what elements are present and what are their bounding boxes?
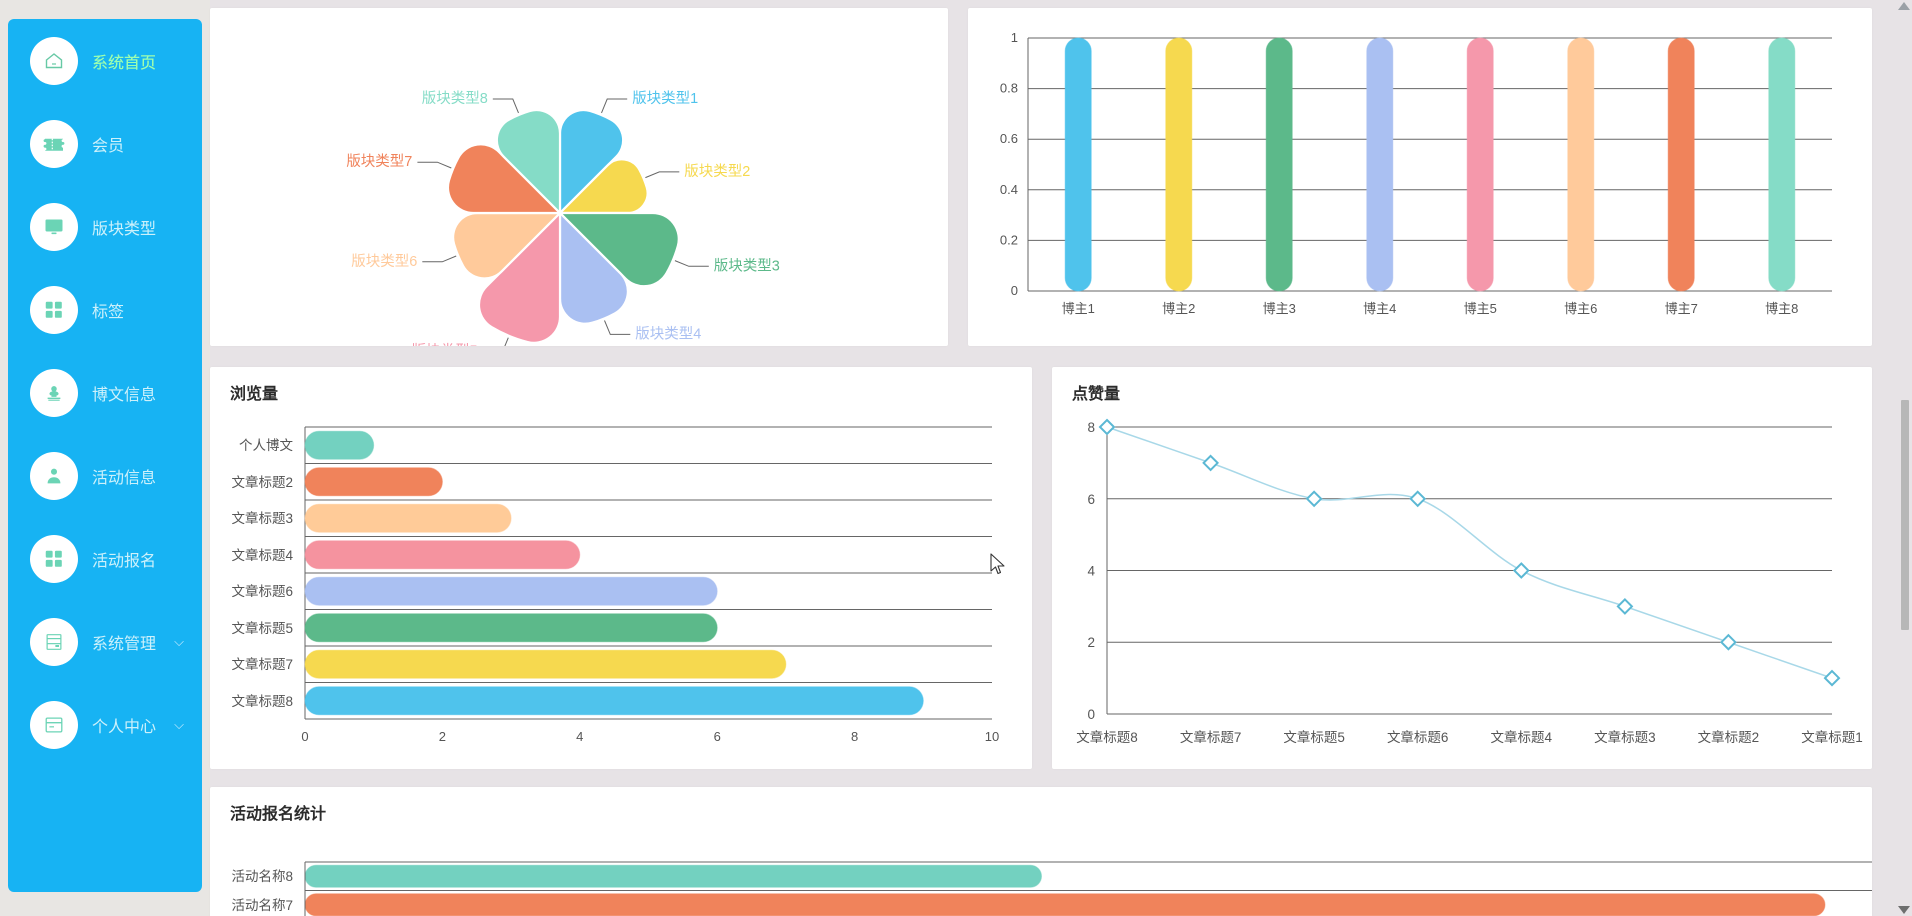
- svg-text:0: 0: [1011, 283, 1018, 298]
- svg-text:版块类型3: 版块类型3: [714, 257, 780, 274]
- svg-text:版块类型6: 版块类型6: [351, 253, 417, 270]
- svg-text:活动报名统计: 活动报名统计: [230, 804, 326, 823]
- svg-text:1: 1: [1011, 30, 1018, 45]
- svg-text:文章标题3: 文章标题3: [1594, 729, 1656, 745]
- svg-text:版块类型8: 版块类型8: [422, 90, 488, 107]
- svg-text:博主4: 博主4: [1363, 301, 1396, 316]
- svg-text:文章标题4: 文章标题4: [231, 547, 293, 563]
- svg-text:版块类型5: 版块类型5: [412, 343, 478, 346]
- svg-text:10: 10: [985, 729, 999, 744]
- svg-text:8: 8: [1087, 420, 1095, 435]
- svg-text:活动名称8: 活动名称8: [231, 869, 293, 884]
- svg-text:文章标题7: 文章标题7: [1180, 729, 1242, 745]
- svg-text:0: 0: [1087, 707, 1095, 722]
- svg-text:4: 4: [576, 729, 583, 744]
- svg-text:0: 0: [301, 729, 308, 744]
- svg-text:文章标题8: 文章标题8: [231, 693, 293, 709]
- svg-text:文章标题4: 文章标题4: [1491, 729, 1553, 745]
- svg-text:版块类型4: 版块类型4: [635, 325, 701, 342]
- svg-text:博主1: 博主1: [1062, 301, 1095, 316]
- svg-text:6: 6: [1087, 492, 1095, 507]
- svg-text:文章标题8: 文章标题8: [1076, 729, 1138, 745]
- svg-text:博主2: 博主2: [1162, 301, 1195, 316]
- svg-text:文章标题7: 文章标题7: [231, 656, 293, 672]
- svg-text:活动名称7: 活动名称7: [231, 898, 293, 913]
- svg-text:博主3: 博主3: [1263, 301, 1296, 316]
- svg-text:浏览量: 浏览量: [230, 384, 278, 403]
- svg-text:8: 8: [851, 729, 858, 744]
- svg-text:文章标题5: 文章标题5: [231, 620, 293, 636]
- svg-text:版块类型1: 版块类型1: [632, 90, 698, 107]
- svg-text:2: 2: [1087, 635, 1095, 650]
- svg-text:0.8: 0.8: [1000, 81, 1018, 96]
- svg-text:点赞量: 点赞量: [1072, 384, 1120, 403]
- svg-text:博主7: 博主7: [1665, 301, 1698, 316]
- svg-text:文章标题6: 文章标题6: [231, 583, 293, 599]
- svg-text:4: 4: [1087, 564, 1095, 579]
- svg-text:版块类型2: 版块类型2: [684, 163, 750, 180]
- svg-text:版块类型7: 版块类型7: [346, 153, 412, 170]
- svg-text:博主5: 博主5: [1464, 301, 1497, 316]
- svg-text:文章标题2: 文章标题2: [231, 474, 293, 490]
- svg-text:博主8: 博主8: [1765, 301, 1798, 316]
- svg-text:6: 6: [714, 729, 721, 744]
- svg-text:文章标题6: 文章标题6: [1387, 729, 1449, 745]
- svg-text:0.6: 0.6: [1000, 131, 1018, 146]
- svg-text:文章标题2: 文章标题2: [1698, 729, 1760, 745]
- svg-text:博主6: 博主6: [1564, 301, 1597, 316]
- svg-text:文章标题5: 文章标题5: [1283, 729, 1345, 745]
- svg-text:2: 2: [439, 729, 446, 744]
- svg-text:个人博文: 个人博文: [239, 437, 293, 453]
- svg-text:0.4: 0.4: [1000, 182, 1018, 197]
- svg-text:0.2: 0.2: [1000, 232, 1018, 247]
- svg-text:文章标题1: 文章标题1: [1801, 729, 1863, 745]
- svg-text:文章标题3: 文章标题3: [231, 510, 293, 526]
